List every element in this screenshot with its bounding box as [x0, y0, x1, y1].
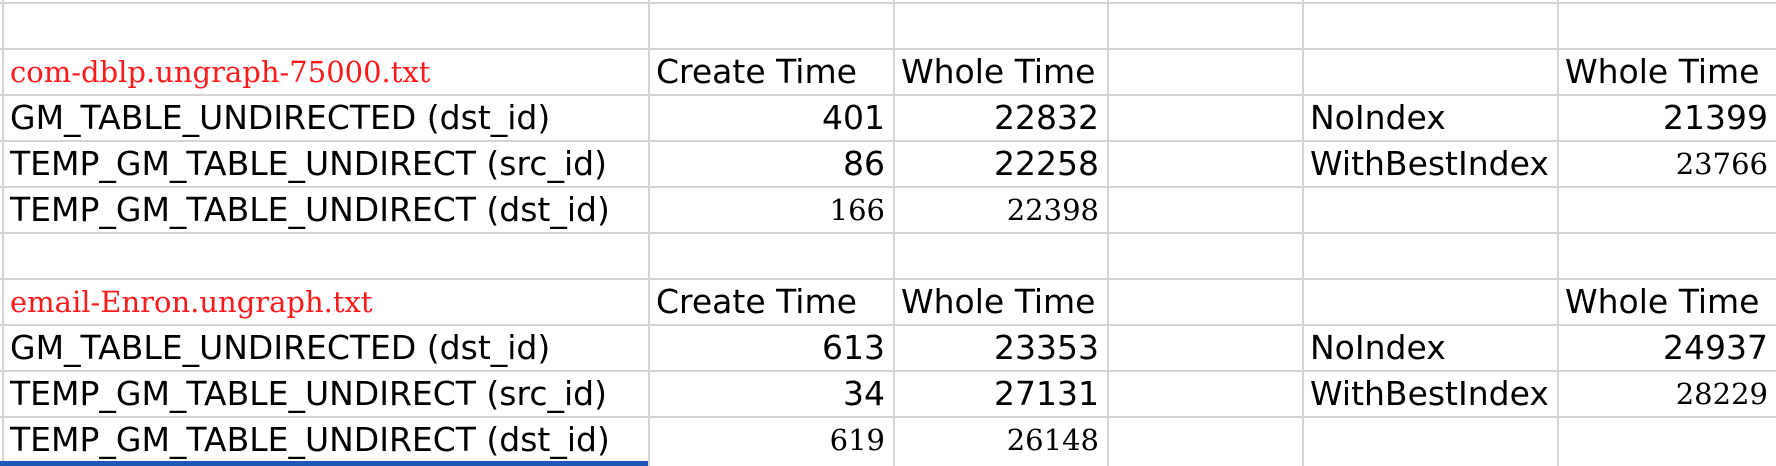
index-label-cell[interactable]: TEMP_GM_TABLE_UNDIRECT (src_id)	[10, 374, 607, 413]
side-label-cell[interactable]: NoIndex	[1310, 328, 1446, 367]
row-gridline	[0, 48, 1776, 50]
row-gridline	[0, 324, 1776, 326]
index-label-cell[interactable]: GM_TABLE_UNDIRECTED (dst_id)	[10, 328, 551, 367]
create-time-cell[interactable]: 86	[843, 144, 885, 183]
selection-border	[0, 461, 648, 466]
side-label-cell[interactable]: WithBestIndex	[1310, 144, 1549, 183]
row-gridline	[0, 278, 1776, 280]
whole-time-header-cell[interactable]: Whole Time	[901, 282, 1096, 321]
dataset-name-cell[interactable]: email-Enron.ungraph.txt	[10, 285, 373, 319]
whole-time-header-cell[interactable]: Whole Time	[901, 52, 1096, 91]
whole-time-cell[interactable]: 22832	[994, 98, 1099, 137]
row-gridline	[0, 232, 1776, 234]
row-gridline	[0, 2, 1776, 4]
create-time-cell[interactable]: 34	[843, 374, 885, 413]
whole-time-cell[interactable]: 22398	[1006, 193, 1099, 227]
row-gridline	[0, 370, 1776, 372]
create-time-cell[interactable]: 619	[829, 423, 885, 457]
side-label-cell[interactable]: NoIndex	[1310, 98, 1446, 137]
dataset-name-cell[interactable]: com-dblp.ungraph-75000.txt	[10, 55, 431, 89]
row-gridline	[0, 94, 1776, 96]
side-whole-time-header-cell[interactable]: Whole Time	[1565, 52, 1760, 91]
create-time-cell[interactable]: 613	[822, 328, 885, 367]
column-gridline	[1557, 0, 1559, 466]
create-time-header-cell[interactable]: Create Time	[656, 282, 857, 321]
index-label-cell[interactable]: TEMP_GM_TABLE_UNDIRECT (dst_id)	[10, 420, 610, 459]
side-whole-time-cell[interactable]: 24937	[1663, 328, 1768, 367]
column-gridline	[648, 0, 650, 466]
whole-time-cell[interactable]: 27131	[994, 374, 1099, 413]
create-time-cell[interactable]: 166	[829, 193, 885, 227]
row-gridline	[0, 186, 1776, 188]
row-gridline	[0, 140, 1776, 142]
column-gridline	[1302, 0, 1304, 466]
create-time-header-cell[interactable]: Create Time	[656, 52, 857, 91]
row-gridline	[0, 416, 1776, 418]
index-label-cell[interactable]: GM_TABLE_UNDIRECTED (dst_id)	[10, 98, 551, 137]
side-whole-time-cell[interactable]: 23766	[1675, 147, 1768, 181]
index-label-cell[interactable]: TEMP_GM_TABLE_UNDIRECT (dst_id)	[10, 190, 610, 229]
whole-time-cell[interactable]: 23353	[994, 328, 1099, 367]
side-whole-time-header-cell[interactable]: Whole Time	[1565, 282, 1760, 321]
index-label-cell[interactable]: TEMP_GM_TABLE_UNDIRECT (src_id)	[10, 144, 607, 183]
column-gridline	[2, 0, 4, 466]
side-label-cell[interactable]: WithBestIndex	[1310, 374, 1549, 413]
column-gridline	[893, 0, 895, 466]
create-time-cell[interactable]: 401	[822, 98, 885, 137]
whole-time-cell[interactable]: 26148	[1006, 423, 1099, 457]
column-gridline	[1107, 0, 1109, 466]
side-whole-time-cell[interactable]: 28229	[1675, 377, 1768, 411]
whole-time-cell[interactable]: 22258	[994, 144, 1099, 183]
side-whole-time-cell[interactable]: 21399	[1663, 98, 1768, 137]
